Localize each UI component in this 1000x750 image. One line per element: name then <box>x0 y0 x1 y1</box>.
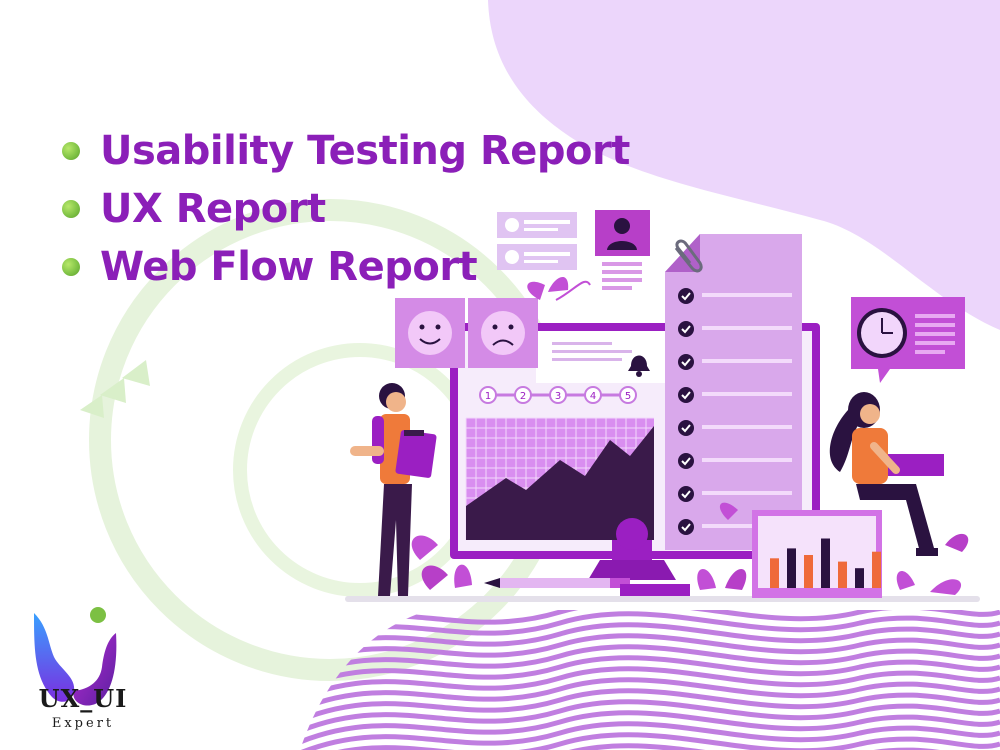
user-chip-1 <box>497 212 577 238</box>
checkmark-tick <box>681 523 691 532</box>
progress-step-label: 1 <box>485 391 491 402</box>
bar-chart-bars <box>770 538 881 588</box>
bar <box>838 561 847 588</box>
stripe-line <box>300 688 1000 723</box>
stripe-line <box>300 622 1000 657</box>
logo-icon <box>34 607 117 706</box>
bar <box>787 548 796 588</box>
list-item-label: Web Flow Report <box>100 244 478 290</box>
checklist-line <box>702 425 792 429</box>
checklist-line <box>702 491 792 495</box>
progress-step-dot <box>584 386 602 404</box>
checklist-line <box>702 392 792 396</box>
stripe-line <box>300 644 1000 679</box>
progress-step-dot <box>549 386 567 404</box>
checkmark-icon <box>678 453 694 469</box>
ground-line <box>345 596 980 602</box>
checklist-line <box>702 359 792 363</box>
bar <box>821 538 830 588</box>
smile-face-icon <box>395 298 465 368</box>
checkmark-icon <box>678 321 694 337</box>
progress-step-label: 5 <box>625 391 631 402</box>
checkmark-tick <box>681 424 691 433</box>
paperclip-icon <box>674 239 703 273</box>
triangle-deco-2 <box>100 378 126 403</box>
stripe-line <box>300 610 1000 635</box>
bullet-dot-icon <box>62 142 80 160</box>
pencil <box>484 578 630 588</box>
stripe-line <box>300 677 1000 712</box>
plant-leaves-bottom <box>411 502 969 595</box>
checklist-line <box>702 524 792 528</box>
checkmark-tick <box>681 391 691 400</box>
list-item-label: UX Report <box>100 186 326 232</box>
book <box>620 584 690 596</box>
stripe-line <box>300 655 1000 690</box>
clock-icon <box>851 297 965 383</box>
bar <box>770 558 779 588</box>
checklist-line <box>702 293 792 297</box>
bar <box>872 551 881 588</box>
list-item: UX Report <box>62 180 630 238</box>
progress-step-label: 2 <box>520 391 526 402</box>
checkmark-tick <box>681 292 691 301</box>
logo-title: UX_UI <box>38 684 128 713</box>
checkmark-icon <box>678 288 694 304</box>
triangle-deco-1 <box>80 395 104 418</box>
stripe-line <box>300 721 1000 750</box>
purple-blob <box>488 0 1000 330</box>
progress-steps: 1 2 3 4 5 <box>479 386 637 404</box>
bullet-dot-icon <box>62 200 80 218</box>
report-list: Usability Testing Report UX Report Web F… <box>62 122 630 296</box>
bar-chart-box <box>752 510 882 598</box>
checkmark-icon <box>678 387 694 403</box>
checkmark-tick <box>681 325 691 334</box>
stripe-line <box>300 743 1000 750</box>
list-item: Usability Testing Report <box>62 122 630 180</box>
zigzag-area <box>466 426 654 540</box>
checkmark-tick <box>681 358 691 367</box>
triangle-deco-3 <box>122 360 150 386</box>
list-item-label: Usability Testing Report <box>100 128 630 174</box>
stripe-line <box>300 699 1000 734</box>
checkmark-icon <box>678 420 694 436</box>
sad-face-icon <box>468 298 538 368</box>
woman-figure <box>829 392 944 556</box>
list-item: Web Flow Report <box>62 238 630 296</box>
logo-subtitle: Expert <box>51 716 115 731</box>
checkmark-tick <box>681 457 691 466</box>
checklist-document <box>665 234 802 550</box>
checkmark-tick <box>681 490 691 499</box>
bullet-dot-icon <box>62 258 80 276</box>
stripe-line <box>300 611 1000 646</box>
bar <box>855 568 864 588</box>
plant-leaves-top <box>527 277 591 301</box>
progress-step-label: 4 <box>590 391 596 402</box>
stripe-line <box>300 710 1000 745</box>
checklist-line <box>702 458 792 462</box>
checklist-line <box>702 326 792 330</box>
checkmark-icon <box>678 486 694 502</box>
progress-step-dot <box>479 386 497 404</box>
progress-step-dot <box>514 386 532 404</box>
stripe-line <box>300 633 1000 668</box>
bell-icon <box>628 355 650 377</box>
user-chip-2 <box>497 244 577 270</box>
stripe-line <box>300 666 1000 701</box>
man-figure <box>350 383 437 596</box>
stripe-line <box>300 732 1000 750</box>
checkmark-icon <box>678 354 694 370</box>
bar <box>804 555 813 588</box>
checklist-items <box>678 288 792 535</box>
progress-step-label: 3 <box>555 391 561 402</box>
progress-step-dot <box>619 386 637 404</box>
checkmark-icon <box>678 519 694 535</box>
user-card-icon <box>595 210 650 290</box>
wavy-stripes <box>300 610 1000 750</box>
